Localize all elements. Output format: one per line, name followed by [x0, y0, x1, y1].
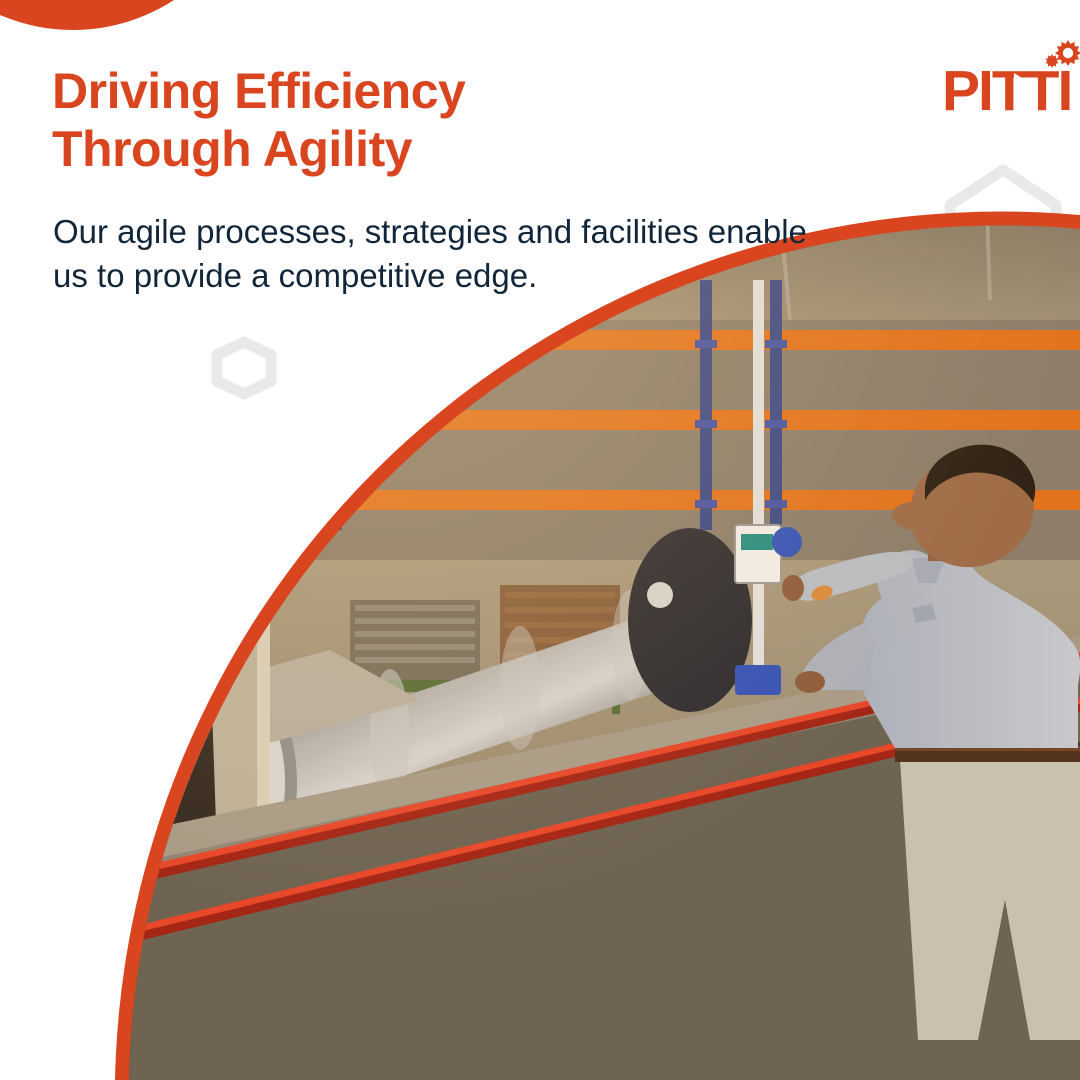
svg-text:PITTI: PITTI	[942, 59, 1071, 123]
